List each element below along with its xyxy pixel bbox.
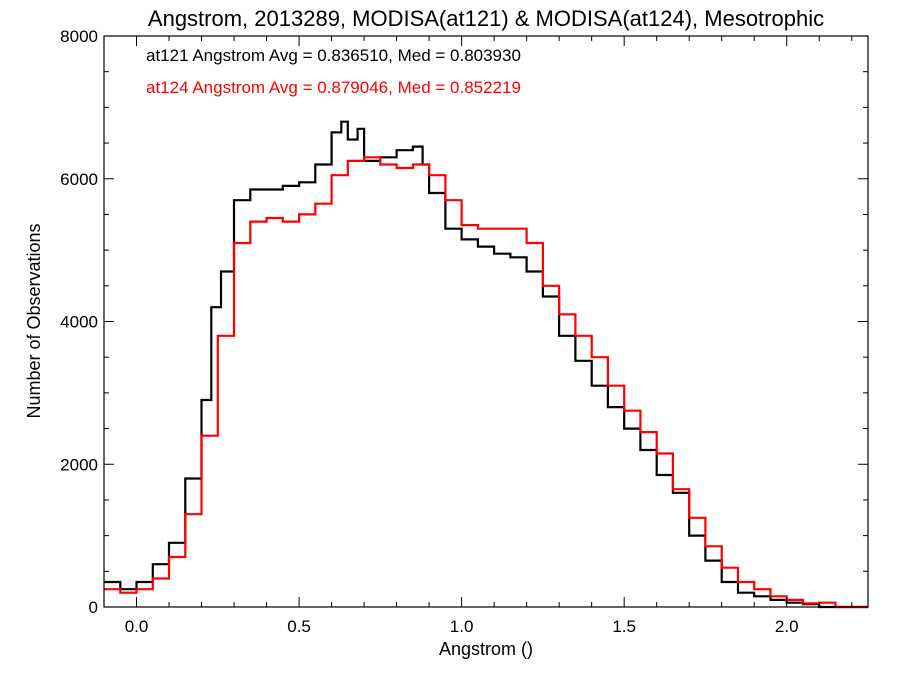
series-annotation-at121: at121 Angstrom Avg = 0.836510, Med = 0.8… [146, 46, 521, 65]
chart-title: Angstrom, 2013289, MODISA(at121) & MODIS… [148, 6, 824, 31]
x-axis-label: Angstrom () [439, 639, 533, 659]
series-line-at124 [104, 156, 868, 609]
plot-area: 0.0 0.5 1.0 1.5 2.0 0 2000 4000 6000 8000 [60, 27, 869, 636]
y-tick-label: 6000 [60, 170, 98, 189]
plot-frame [103, 35, 869, 608]
y-tick-label: 8000 [60, 27, 98, 46]
x-tick-label: 1.5 [612, 617, 636, 636]
x-tick-label: 0.5 [287, 617, 311, 636]
y-tick-label: 4000 [60, 313, 98, 332]
y-tick-label: 2000 [60, 455, 98, 474]
y-axis-label: Number of Observations [24, 223, 44, 418]
x-tick-label: 2.0 [775, 617, 799, 636]
series-annotation-at124: at124 Angstrom Avg = 0.879046, Med = 0.8… [146, 78, 521, 97]
y-tick-label: 0 [89, 598, 98, 617]
x-tick-label: 1.0 [450, 617, 474, 636]
series-line-at121 [104, 120, 868, 609]
x-tick-label: 0.0 [125, 617, 149, 636]
annotations: at121 Angstrom Avg = 0.836510, Med = 0.8… [146, 46, 521, 97]
